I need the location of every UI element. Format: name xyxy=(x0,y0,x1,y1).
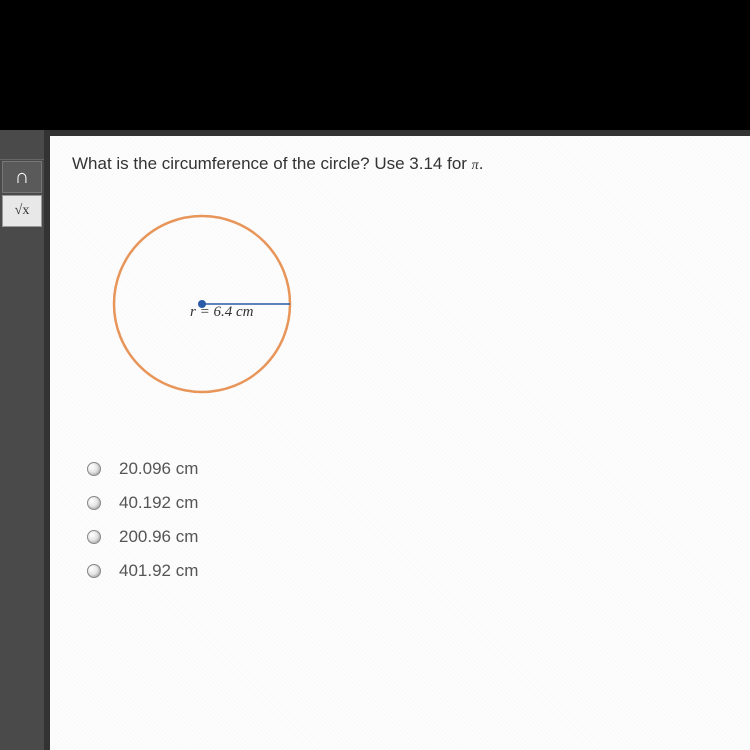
radius-label: r = 6.4 cm xyxy=(190,304,253,321)
radio-button-2[interactable] xyxy=(87,530,101,544)
pi-symbol: π xyxy=(472,158,479,173)
question-text-part1: What is the circumference of the circle?… xyxy=(72,154,472,173)
answer-option-2[interactable]: 200.96 cm xyxy=(87,527,728,547)
window-top-bar xyxy=(0,0,750,130)
radio-button-0[interactable] xyxy=(87,462,101,476)
answer-label-2: 200.96 cm xyxy=(119,527,198,547)
question-text-part2: . xyxy=(479,154,484,173)
tool-sidebar: ∩ √x xyxy=(0,130,44,750)
magnet-tool-icon[interactable]: ∩ xyxy=(2,161,42,193)
answer-option-0[interactable]: 20.096 cm xyxy=(87,459,728,479)
answer-option-3[interactable]: 401.92 cm xyxy=(87,561,728,581)
answer-option-1[interactable]: 40.192 cm xyxy=(87,493,728,513)
question-text: What is the circumference of the circle?… xyxy=(72,154,728,174)
answer-label-1: 40.192 cm xyxy=(119,493,198,513)
answer-options: 20.096 cm 40.192 cm 200.96 cm 401.92 cm xyxy=(87,459,728,581)
radio-button-1[interactable] xyxy=(87,496,101,510)
sidebar-corner xyxy=(0,132,44,160)
radius-label-text: r = 6.4 cm xyxy=(190,304,253,320)
radio-button-3[interactable] xyxy=(87,564,101,578)
answer-label-0: 20.096 cm xyxy=(119,459,198,479)
circle-diagram: r = 6.4 cm xyxy=(102,204,302,404)
sqrt-tool-icon[interactable]: √x xyxy=(2,195,42,227)
question-panel: What is the circumference of the circle?… xyxy=(44,130,750,750)
main-area: ∩ √x What is the circumference of the ci… xyxy=(0,130,750,750)
answer-label-3: 401.92 cm xyxy=(119,561,198,581)
